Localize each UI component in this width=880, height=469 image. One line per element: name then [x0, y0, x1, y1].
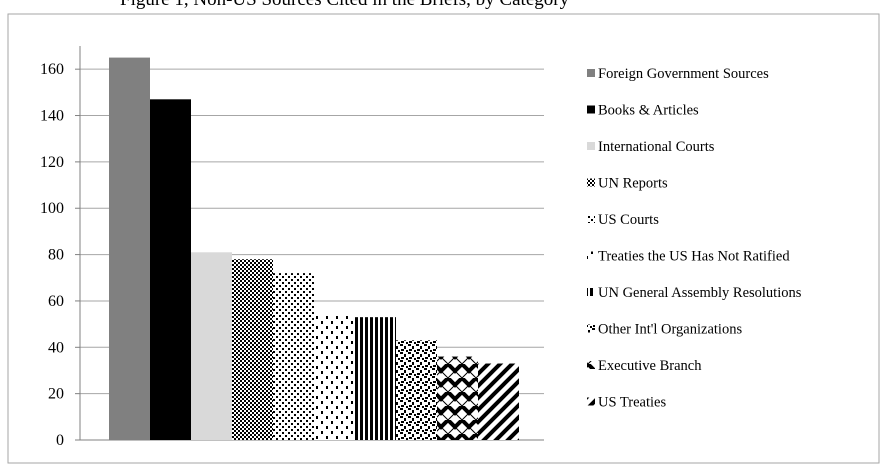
bar: [109, 57, 150, 441]
bar: [396, 340, 437, 440]
bar: [437, 356, 478, 440]
legend-swatch: [587, 324, 595, 333]
chart-border: [7, 13, 880, 464]
bar: [355, 317, 396, 440]
legend-label: International Courts: [598, 139, 715, 155]
chart-title: Figure 1, Non-US Sources Cited in the Br…: [120, 0, 569, 11]
bar: [314, 314, 355, 440]
bar: [273, 273, 314, 440]
legend-swatch: [587, 361, 595, 369]
bar: [191, 252, 232, 440]
y-tick-label: 60: [48, 293, 64, 310]
legend-label: UN Reports: [598, 176, 668, 192]
legend-label: UN General Assembly Resolutions: [598, 285, 802, 301]
legend-label: Treaties the US Has Not Ratified: [598, 249, 790, 265]
y-tick-label: 160: [40, 61, 64, 78]
y-axis-ticks: 0 20 40 60 80 100 120 140 160: [40, 61, 64, 449]
y-tick-label: 40: [48, 339, 64, 356]
legend-swatch: [587, 105, 595, 114]
y-tick-label: 0: [56, 432, 64, 449]
y-tick-label: 80: [48, 247, 64, 264]
legend-swatch: [587, 288, 595, 296]
legend-swatch: [587, 142, 595, 150]
legend-label: Other Int'l Organizations: [598, 322, 742, 338]
bar: [232, 259, 273, 440]
bars: [109, 57, 519, 441]
legend-label: Books & Articles: [598, 103, 699, 119]
y-tick-label: 20: [48, 386, 64, 403]
legend-swatch: [587, 397, 595, 406]
bar: [478, 363, 519, 440]
legend-label: US Courts: [598, 212, 659, 228]
bar: [150, 99, 191, 441]
y-tick-label: 100: [40, 200, 64, 217]
legend-label: Executive Branch: [598, 358, 702, 374]
legend-swatch: [587, 69, 595, 77]
legend-label: US Treaties: [598, 395, 666, 411]
y-tick-label: 120: [40, 154, 64, 171]
legend-swatch: [587, 251, 595, 260]
legend: Foreign Government Sources Books & Articl…: [587, 66, 802, 411]
legend-label: Foreign Government Sources: [598, 66, 769, 82]
y-tick-label: 140: [40, 108, 64, 125]
legend-swatch: [587, 178, 595, 187]
legend-swatch: [587, 215, 595, 223]
chart-title-strip: Figure 1, Non-US Sources Cited in the Br…: [0, 0, 880, 14]
